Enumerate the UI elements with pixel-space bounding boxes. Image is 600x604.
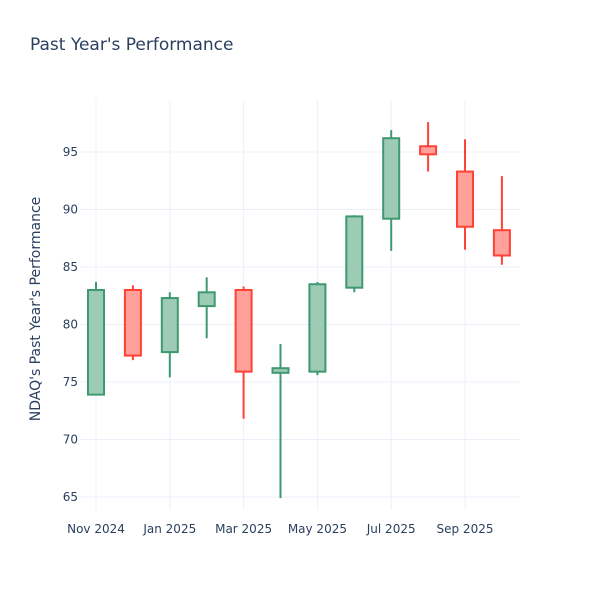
candle-2025-08[interactable] [419,122,438,172]
y-axis-ticks: 65 70 75 80 85 90 95 [63,145,78,504]
x-tick-label: Jul 2025 [366,522,416,536]
candle-2025-07[interactable] [382,130,401,251]
x-tick-label: Nov 2024 [67,522,125,536]
candle-2024-11[interactable] [87,281,105,396]
candles [87,122,511,499]
y-tick-label: 75 [63,375,78,389]
y-tick-label: 70 [63,433,78,447]
candle-body [123,289,142,357]
candle-body [456,170,474,228]
x-tick-label: Mar 2025 [215,522,272,536]
candle-2025-02[interactable] [197,277,216,339]
candle-body [160,297,179,354]
x-tick-label: Jan 2025 [142,522,196,536]
candle-2025-05[interactable] [308,281,327,376]
y-tick-label: 65 [63,490,78,504]
candle-body [419,145,438,156]
candle-2025-01[interactable] [160,292,179,378]
candle-body [492,229,511,257]
candle-2024-12[interactable] [123,285,142,361]
candle-body [87,289,105,396]
gridlines [80,100,520,510]
candle-body [271,367,290,374]
candle-body [382,137,401,220]
y-axis-label: NDAQ's Past Year's Performance [28,197,44,422]
x-tick-label: May 2025 [288,522,347,536]
candle-body [345,215,364,289]
candle-2025-10[interactable] [492,176,511,265]
candle-body [197,291,216,308]
x-tick-label: Sep 2025 [437,522,494,536]
candle-2025-09[interactable] [456,139,474,250]
candle-body [234,289,253,373]
x-axis-ticks: Nov 2024 Jan 2025 Mar 2025 May 2025 Jul 2025… [67,522,493,536]
candle-2025-06[interactable] [345,215,364,293]
y-tick-label: 90 [63,203,78,217]
y-tick-label: 95 [63,145,78,159]
candle-body [308,283,327,373]
candle-2025-04[interactable] [271,344,290,499]
y-tick-label: 85 [63,260,78,274]
chart-title: Past Year's Performance [30,35,234,55]
y-tick-label: 80 [63,318,78,332]
candle-2025-03[interactable] [234,286,253,419]
